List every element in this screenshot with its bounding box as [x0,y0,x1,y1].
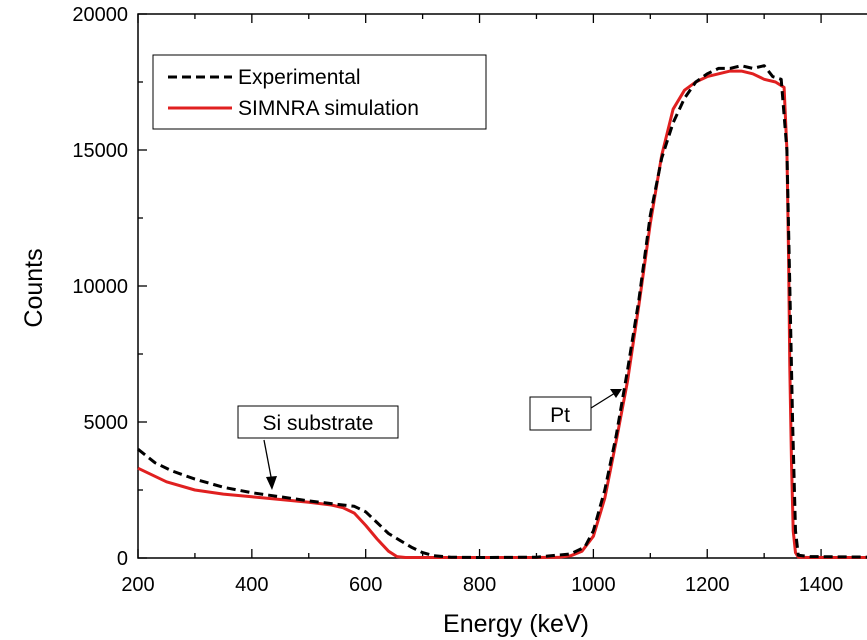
annotation-si-substrate-arrow [263,439,273,483]
legend: Experimental SIMNRA simulation [152,54,487,130]
tick-labels: 200 400 600 800 1000 1200 1400 0 5000 10000 15000 2… [72,4,843,596]
annotation-pt-arrowhead [610,389,622,398]
x-tick-label: 600 [349,574,382,596]
y-tick-label: 10000 [72,276,128,298]
annotation-pt-text: Pt [550,404,570,427]
series-layer [137,64,867,559]
x-tick-label: 1200 [685,574,730,596]
annotation-si-substrate-box [237,405,399,439]
y-tick-label: 5000 [84,412,129,434]
annotation-si-substrate-arrowhead [266,476,277,490]
y-tick-label: 0 [117,548,128,570]
series-line-experimental [137,64,867,559]
x-tick-label: 1000 [571,574,616,596]
annotation-si-substrate: Si substrate [237,405,399,490]
y-tick-label: 15000 [72,140,128,162]
series-line-simnra [137,69,867,559]
legend-label-simnra: SIMNRA simulation [238,97,419,120]
x-tick-label: 800 [463,574,496,596]
x-axis-title: Energy (keV) [443,610,589,638]
x-tick-label: 400 [235,574,268,596]
x-tick-label: 200 [121,574,154,596]
y-tick-label: 20000 [72,4,128,26]
annotation-pt-box [529,396,592,431]
x-tick-label: 1400 [799,574,844,596]
y-axis-title: Counts [20,248,48,327]
legend-label-experimental: Experimental [238,66,361,89]
legend-box [152,54,487,130]
annotation-si-substrate-text: Si substrate [263,412,374,435]
annotation-pt-arrow [590,392,616,409]
annotation-pt: Pt [529,389,622,431]
